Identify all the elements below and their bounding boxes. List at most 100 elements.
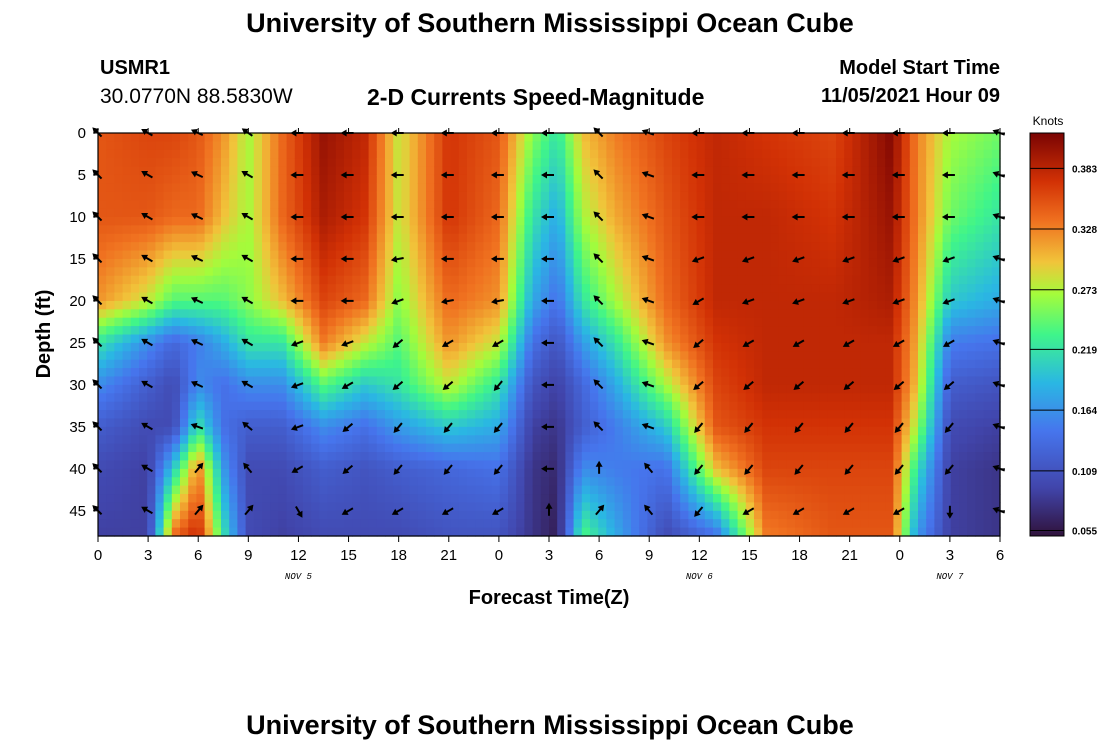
heatmap-cell xyxy=(434,225,443,235)
heatmap-cell xyxy=(745,233,755,243)
heatmap-cell xyxy=(376,317,386,327)
heatmap-cell xyxy=(836,452,845,462)
heatmap-cell xyxy=(901,166,911,176)
heatmap-cell xyxy=(598,477,607,487)
heatmap-cell xyxy=(540,502,550,512)
heatmap-cell xyxy=(860,494,870,504)
heatmap-cell xyxy=(221,309,230,319)
heatmap-cell xyxy=(327,258,337,268)
heatmap-cell xyxy=(549,359,558,369)
heatmap-cell xyxy=(335,233,345,243)
heatmap-cell xyxy=(139,309,148,319)
heatmap-cell xyxy=(130,485,140,495)
heatmap-cell xyxy=(319,468,329,478)
heatmap-cell xyxy=(278,250,288,260)
heatmap-cell xyxy=(475,502,484,512)
heatmap-cell xyxy=(803,326,812,336)
heatmap-cell xyxy=(885,309,894,319)
heatmap-cell xyxy=(877,485,886,495)
heatmap-cell xyxy=(327,149,337,159)
heatmap-cell xyxy=(868,485,878,495)
heatmap-cell xyxy=(590,502,599,512)
heatmap-cell xyxy=(352,435,361,445)
heatmap-cell xyxy=(303,233,312,243)
heatmap-cell xyxy=(442,326,452,336)
heatmap-cell xyxy=(229,174,238,184)
heatmap-cell xyxy=(598,233,607,243)
heatmap-cell xyxy=(745,334,755,344)
heatmap-cell xyxy=(450,443,460,453)
heatmap-cell xyxy=(680,233,689,243)
heatmap-cell xyxy=(450,494,460,504)
heatmap-cell xyxy=(491,284,501,294)
heatmap-cell xyxy=(163,502,173,512)
heatmap-cell xyxy=(770,191,780,201)
heatmap-cell xyxy=(467,452,476,462)
heatmap-cell xyxy=(721,309,730,319)
heatmap-cell xyxy=(450,309,460,319)
heatmap-cell xyxy=(532,359,542,369)
heatmap-cell xyxy=(270,384,279,394)
heatmap-cell xyxy=(819,494,829,504)
heatmap-cell xyxy=(786,300,796,310)
heatmap-cell xyxy=(311,510,320,520)
heatmap-cell xyxy=(475,309,484,319)
heatmap-cell xyxy=(253,200,263,210)
heatmap-cell xyxy=(130,510,140,520)
heatmap-cell xyxy=(696,393,706,403)
heatmap-cell xyxy=(934,149,944,159)
heatmap-cell xyxy=(901,174,911,184)
heatmap-cell xyxy=(106,351,115,361)
heatmap-cell xyxy=(237,317,247,327)
heatmap-cell xyxy=(852,418,862,428)
heatmap-cell xyxy=(762,191,771,201)
heatmap-cell xyxy=(467,334,476,344)
heatmap-cell xyxy=(376,174,386,184)
heatmap-cell xyxy=(909,309,919,319)
heatmap-cell xyxy=(311,225,320,235)
heatmap-cell xyxy=(270,141,279,151)
heatmap-cell xyxy=(606,426,616,436)
heatmap-cell xyxy=(508,158,517,168)
heatmap-cell xyxy=(909,326,919,336)
heatmap-cell xyxy=(663,468,673,478)
heatmap-cell xyxy=(434,401,443,411)
heatmap-cell xyxy=(770,225,780,235)
heatmap-cell xyxy=(221,225,230,235)
heatmap-cell xyxy=(672,443,681,453)
heatmap-cell xyxy=(229,166,238,176)
heatmap-cell xyxy=(393,502,402,512)
heatmap-cell xyxy=(196,326,206,336)
heatmap-cell xyxy=(532,393,542,403)
heatmap-cell xyxy=(221,426,230,436)
heatmap-cell xyxy=(877,309,886,319)
heatmap-cell xyxy=(918,393,927,403)
heatmap-cell xyxy=(836,284,845,294)
heatmap-cell xyxy=(737,208,747,218)
heatmap-cell xyxy=(483,258,493,268)
heatmap-cell xyxy=(196,485,206,495)
heatmap-cell xyxy=(335,141,345,151)
heatmap-cell xyxy=(778,174,788,184)
heatmap-cell xyxy=(475,359,484,369)
heatmap-cell xyxy=(311,292,320,302)
heatmap-cell xyxy=(606,443,616,453)
heatmap-cell xyxy=(442,494,452,504)
heatmap-cell xyxy=(376,334,386,344)
heatmap-cell xyxy=(499,284,509,294)
heatmap-cell xyxy=(557,519,566,529)
heatmap-cell xyxy=(639,183,648,193)
heatmap-cell xyxy=(319,141,329,151)
heatmap-cell xyxy=(901,410,911,420)
heatmap-cell xyxy=(581,267,591,277)
heatmap-cell xyxy=(458,426,468,436)
heatmap-cell xyxy=(836,351,845,361)
heatmap-cell xyxy=(155,460,165,470)
heatmap-cell xyxy=(114,275,124,285)
heatmap-cell xyxy=(171,468,181,478)
heatmap-cell xyxy=(770,477,780,487)
heatmap-cell xyxy=(278,460,288,470)
heatmap-cell xyxy=(663,410,673,420)
heatmap-cell xyxy=(803,166,812,176)
heatmap-cell xyxy=(639,342,648,352)
